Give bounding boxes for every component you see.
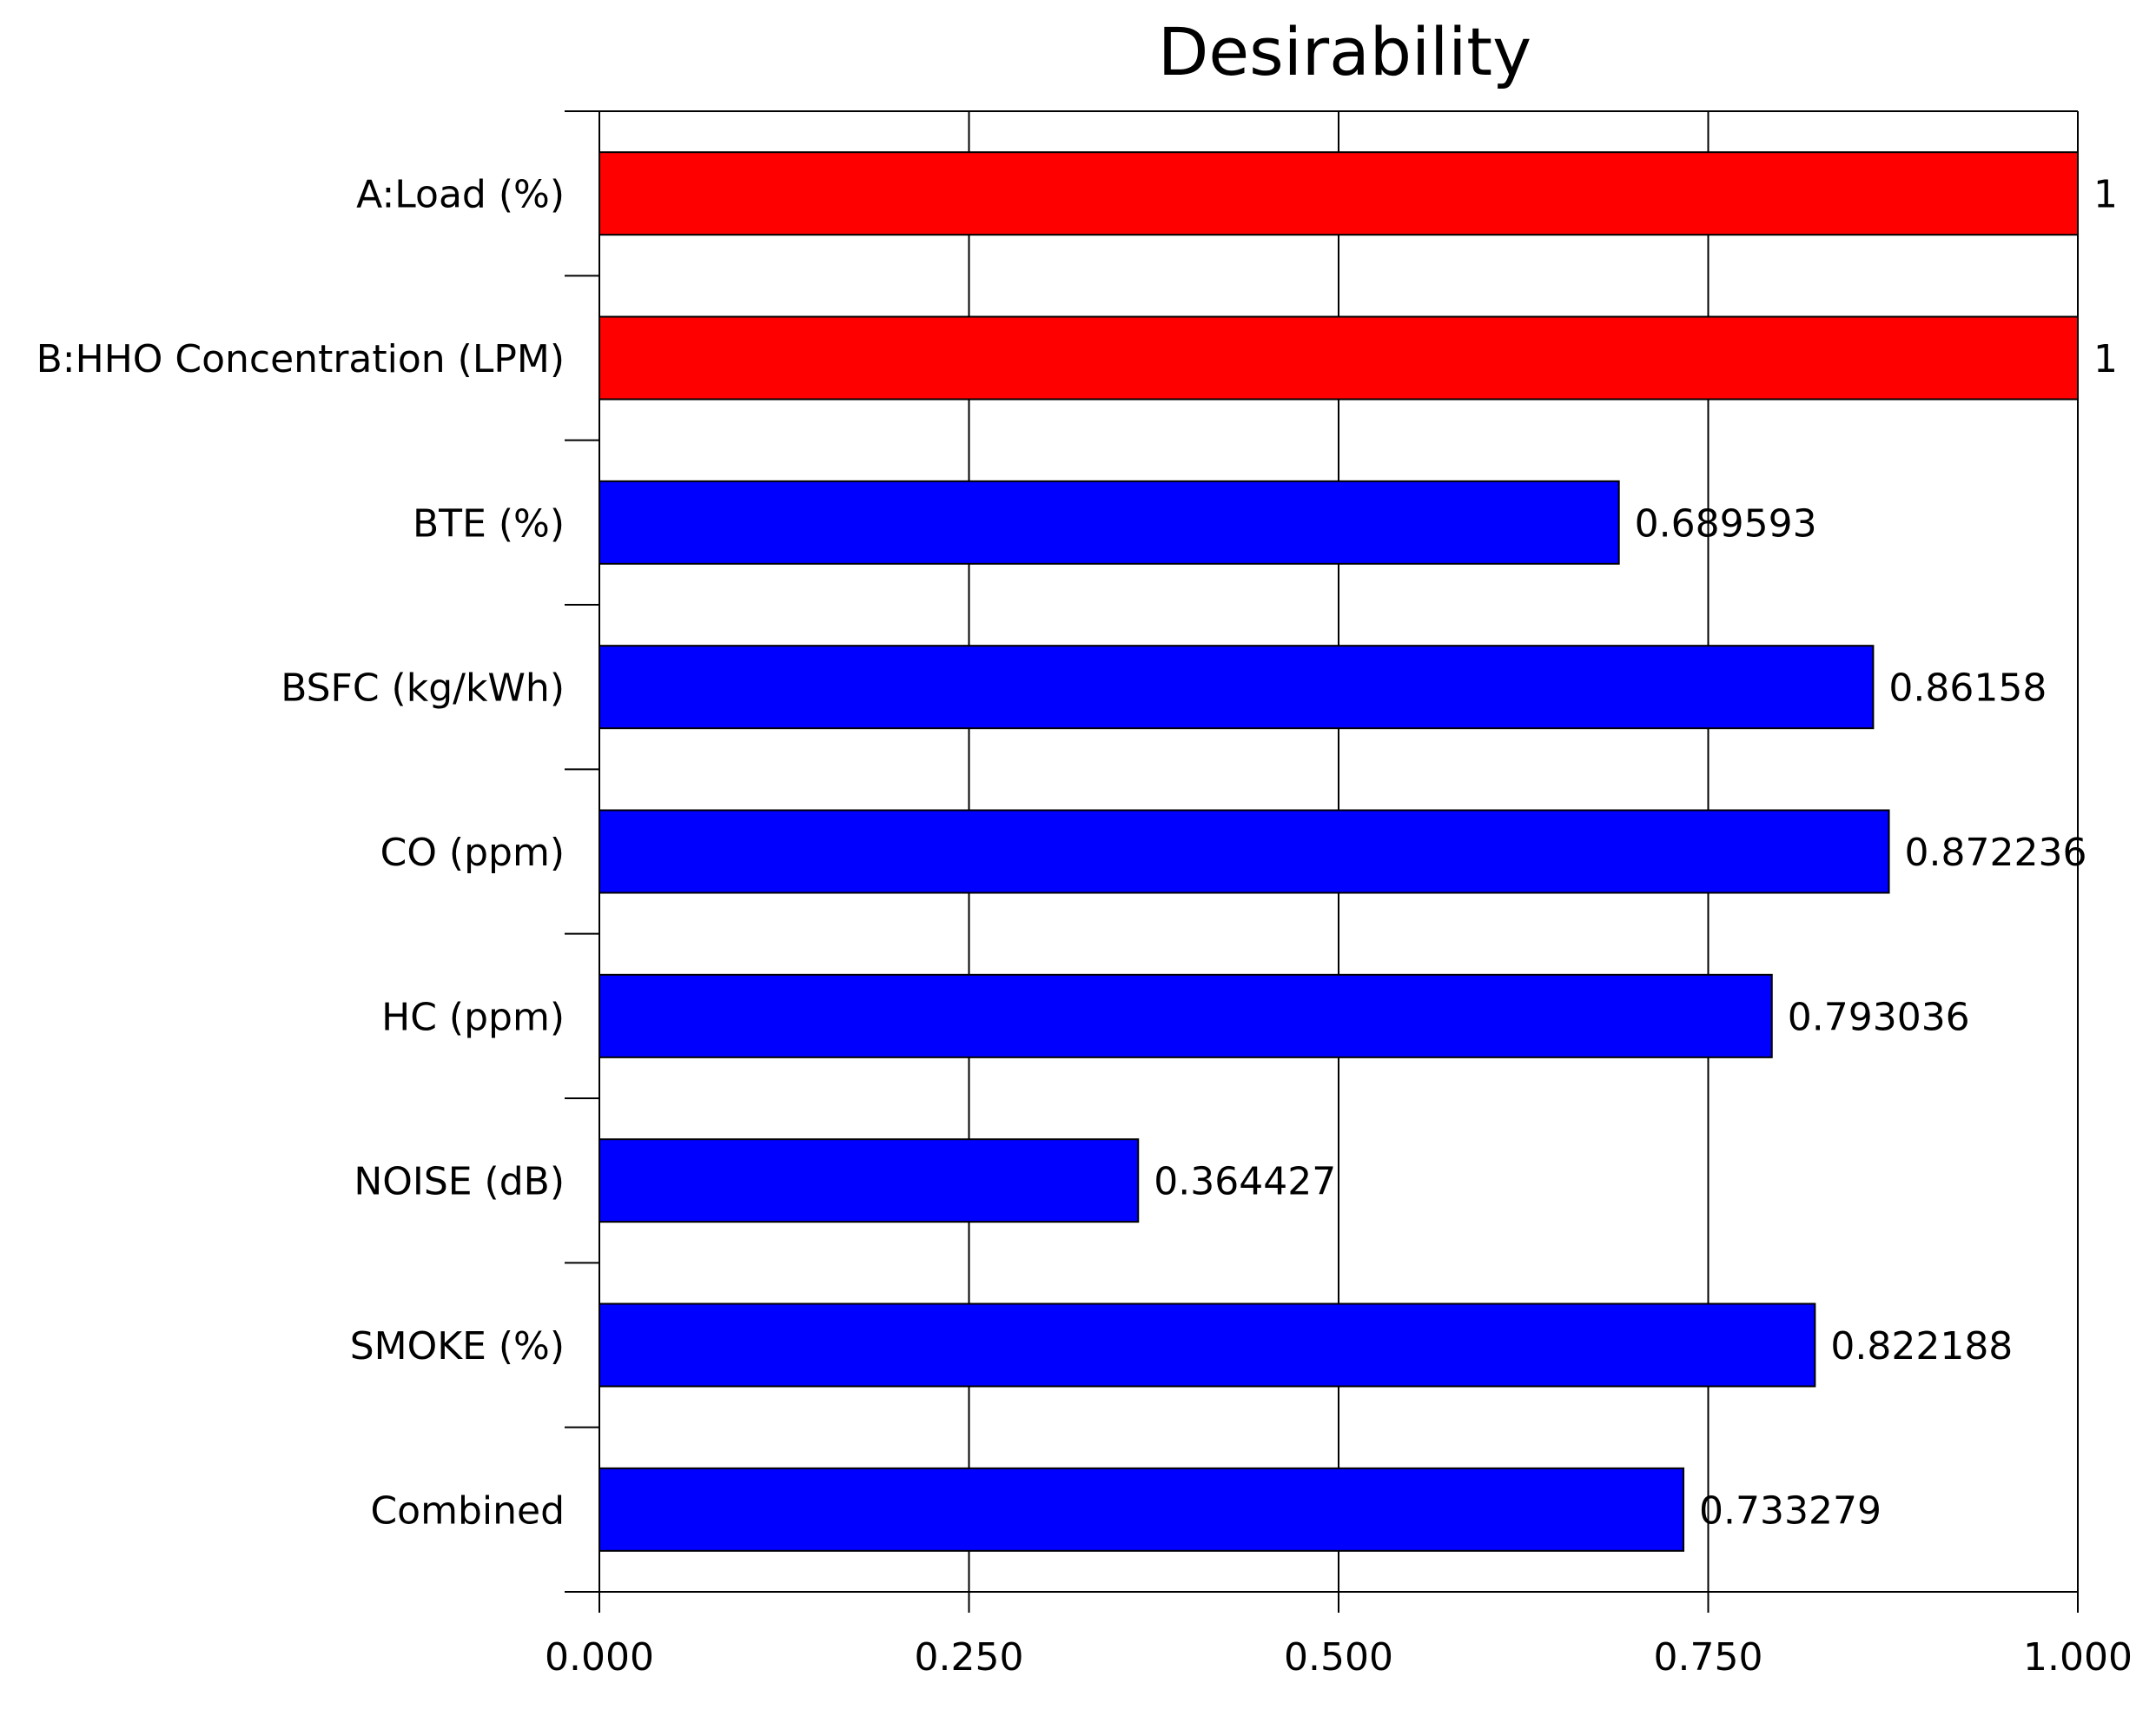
- axes: [565, 110, 2079, 1613]
- value-label-4: 0.872236: [1905, 831, 2087, 875]
- category-label-6: NOISE (dB): [354, 1160, 565, 1204]
- category-label-2: BTE (%): [413, 501, 565, 546]
- labels: 0.000 0.250 0.500 0.750 1.000 A:Load (%) 1 B:HH…: [36, 173, 2133, 1680]
- value-label-8: 0.733279: [1699, 1488, 1882, 1533]
- category-label-5: HC (ppm): [381, 995, 565, 1039]
- bar-7: [599, 1302, 1816, 1388]
- bar-2: [599, 480, 1620, 565]
- value-label-3: 0.86158: [1888, 666, 2047, 711]
- category-label-4: CO (ppm): [380, 831, 565, 875]
- value-label-5: 0.793036: [1788, 995, 1970, 1039]
- x-tick-label-0: 0.000: [545, 1635, 654, 1680]
- x-tick-label-2: 0.500: [1284, 1635, 1393, 1680]
- category-label-1: B:HHO Concentration (LPM): [36, 337, 565, 381]
- category-label-3: BSFC (kg/kWh): [281, 666, 565, 711]
- bar-1: [599, 315, 2079, 401]
- bar-8: [599, 1467, 1685, 1552]
- bar-0: [599, 151, 2079, 236]
- bars: [599, 151, 2079, 1552]
- category-label-7: SMOKE (%): [350, 1324, 565, 1369]
- chart-title: Desirability: [1158, 13, 1531, 90]
- x-tick-label-4: 1.000: [2023, 1635, 2133, 1680]
- x-tick-label-3: 0.750: [1654, 1635, 1763, 1680]
- value-label-7: 0.822188: [1830, 1324, 2013, 1369]
- value-label-0: 1: [2093, 173, 2118, 217]
- value-label-2: 0.689593: [1635, 501, 1817, 546]
- bar-4: [599, 809, 1890, 894]
- bar-3: [599, 645, 1875, 730]
- category-label-0: A:Load (%): [356, 173, 565, 217]
- value-label-1: 1: [2093, 337, 2118, 381]
- category-label-8: Combined: [370, 1488, 565, 1533]
- bar-5: [599, 973, 1773, 1058]
- value-label-6: 0.364427: [1154, 1160, 1336, 1204]
- bar-6: [599, 1138, 1140, 1223]
- x-tick-label-1: 0.250: [915, 1635, 1024, 1680]
